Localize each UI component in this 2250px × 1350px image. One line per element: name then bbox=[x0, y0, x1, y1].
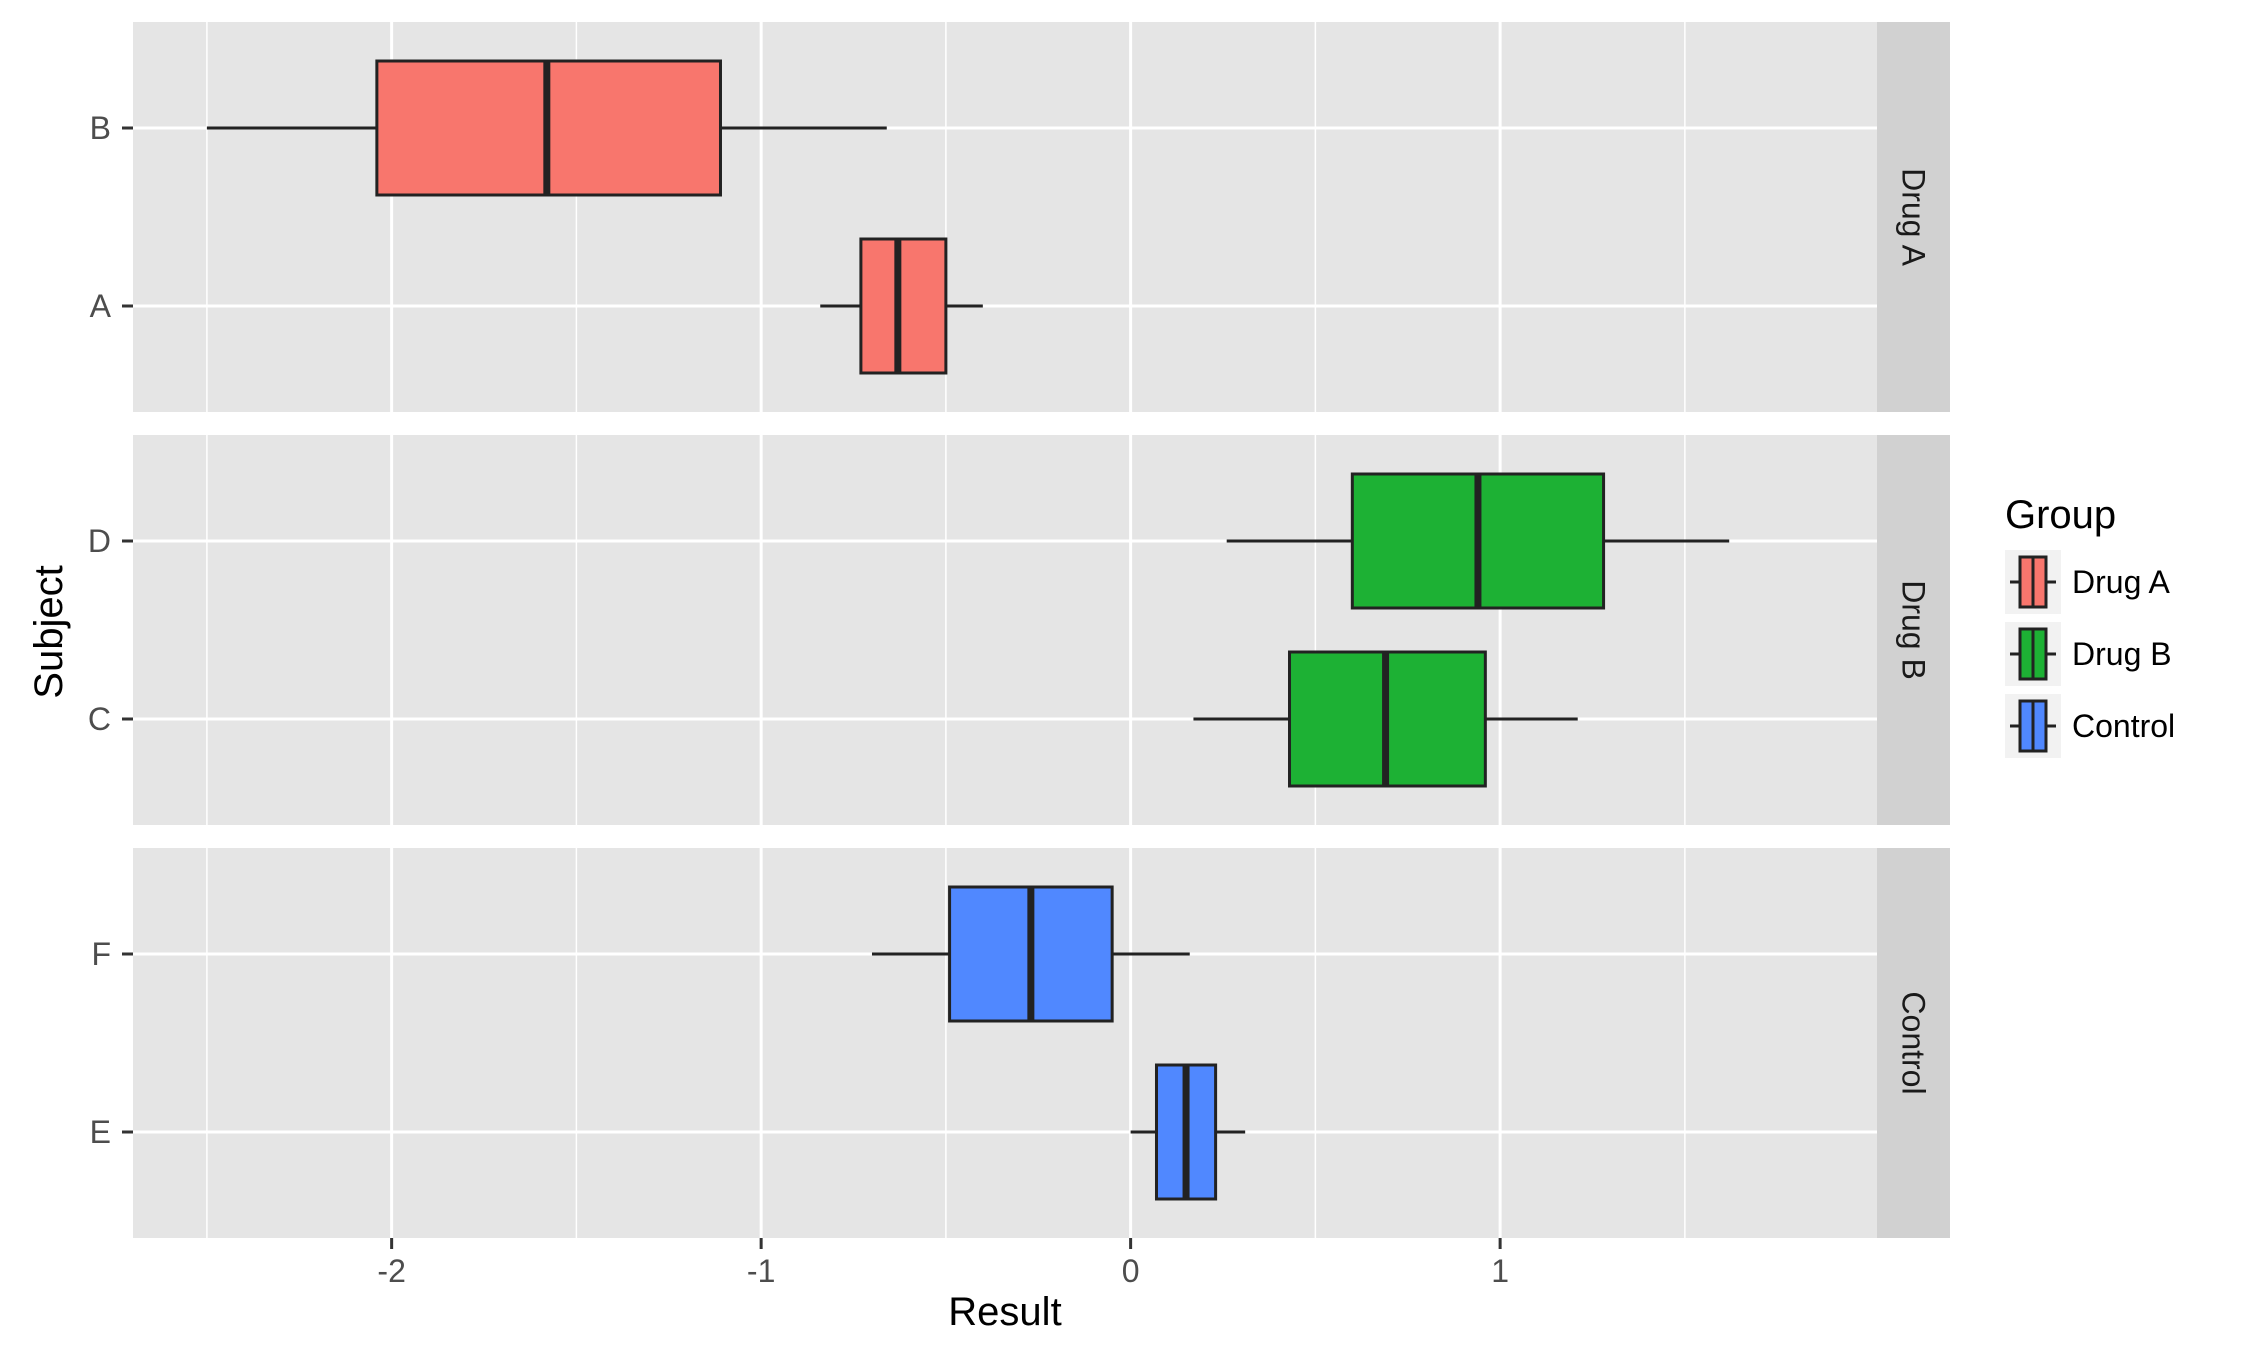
y-tick-label: B bbox=[90, 110, 111, 146]
y-tick-label: C bbox=[88, 701, 111, 737]
boxplot-A: A bbox=[90, 237, 983, 375]
legend-label: Control bbox=[2072, 708, 2175, 744]
y-tick-label: A bbox=[90, 288, 112, 324]
boxplot-E: E bbox=[90, 1063, 1246, 1201]
y-tick-label: D bbox=[88, 523, 111, 559]
facet-strip-label: Drug B bbox=[1896, 580, 1932, 680]
facet-panel-drug-a: Drug A B A bbox=[90, 22, 1950, 412]
y-axis-title: Subject bbox=[27, 565, 71, 698]
box-iqr bbox=[859, 237, 948, 375]
y-tick-label: F bbox=[91, 936, 111, 972]
boxplot-C: C bbox=[88, 650, 1578, 788]
legend-entry-drug-a: Drug A bbox=[2005, 550, 2170, 614]
legend-title: Group bbox=[2005, 493, 2116, 537]
x-tick-label: 0 bbox=[1122, 1253, 1140, 1289]
x-tick-label: -1 bbox=[747, 1253, 775, 1289]
facet-strip bbox=[1877, 848, 1950, 1238]
panel-background bbox=[133, 435, 1877, 825]
legend-label: Drug B bbox=[2072, 636, 2172, 672]
legend-label: Drug A bbox=[2072, 564, 2170, 600]
facet-strip-label: Control bbox=[1896, 991, 1932, 1094]
x-axis-title: Result bbox=[948, 1290, 1061, 1334]
boxplot-D: D bbox=[88, 472, 1730, 610]
x-tick-label: 1 bbox=[1491, 1253, 1509, 1289]
facet-strip bbox=[1877, 22, 1950, 412]
legend: Group Drug A Drug B Control bbox=[2005, 493, 2175, 758]
facet-panels: Drug A B A Drug B D C Control F E bbox=[88, 22, 1950, 1238]
x-axis: -2 -1 0 1 bbox=[377, 1238, 1509, 1289]
facet-panel-control: Control F E bbox=[90, 848, 1950, 1238]
legend-entry-drug-b: Drug B bbox=[2005, 622, 2172, 686]
boxplot-B: B bbox=[90, 59, 887, 197]
facet-panel-drug-b: Drug B D C bbox=[88, 435, 1950, 825]
legend-entry-control: Control bbox=[2005, 694, 2175, 758]
boxplot-F: F bbox=[91, 885, 1190, 1023]
y-tick-label: E bbox=[90, 1114, 111, 1150]
facet-strip bbox=[1877, 435, 1950, 825]
legend-entries: Drug A Drug B Control bbox=[2005, 550, 2175, 758]
x-tick-label: -2 bbox=[377, 1253, 405, 1289]
facet-strip-label: Drug A bbox=[1896, 168, 1932, 266]
